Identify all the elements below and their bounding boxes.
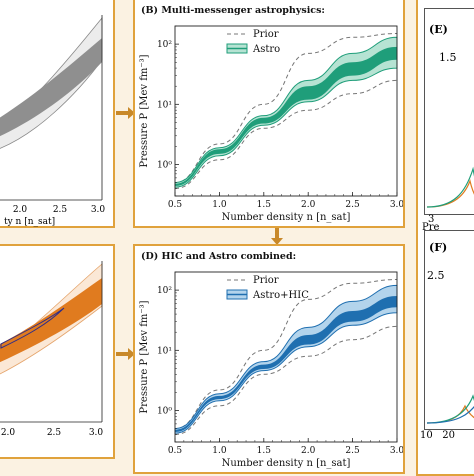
astro-outer-band: [174, 36, 398, 188]
panel-a-posterior-band: [0, 38, 102, 137]
x-axis-label: Number density n [n_sat]: [222, 212, 351, 223]
arrow-c-to-d: [116, 348, 135, 360]
panel-a-xlabel-fragment: ty n [n_sat]: [4, 217, 55, 227]
panel-b-title: (B) Multi-messenger astrophysics:: [141, 5, 325, 16]
panel-f-label: 2.5: [427, 269, 445, 282]
panel-f-curves: [426, 394, 474, 424]
panel-c-xtick-label: 2.5: [47, 428, 62, 438]
y-tick-label: 10¹: [157, 100, 172, 110]
x-tick-label: 2.0: [301, 200, 316, 210]
x-tick-label: 1.5: [257, 200, 272, 210]
panel-e-label: 1.5: [439, 51, 457, 64]
astro-inner-band: [175, 46, 397, 187]
legend-posterior-label: Astro: [252, 44, 280, 55]
panel-f-xtick: 10 20: [420, 430, 455, 441]
y-tick-label: 10⁰: [157, 161, 172, 171]
panel-right-column: (E) 1.5 3 Pre (F) 2.5 10 20: [416, 0, 474, 476]
panel-c-posterior-band: [0, 278, 102, 363]
arrow-a-to-b: [116, 107, 135, 119]
panel-d-title: (D) HIC and Astro combined:: [141, 251, 297, 262]
legend-posterior-label: Astro+HIC: [252, 290, 309, 301]
panel-a: 2.0 2.5 3.0 ty n [n_sat]: [0, 0, 115, 228]
astro-hic-inner-band: [175, 296, 397, 432]
panel-b: (B) Multi-messenger astrophysics: 0.5 1.0…: [133, 0, 405, 228]
panel-a-xtick-label: 2.5: [53, 205, 68, 215]
panel-c-plot: 2.0 2.5 3.0: [0, 261, 104, 438]
astro-hic-outer-band: [174, 284, 398, 434]
panel-c-contour: [0, 307, 65, 349]
y-tick-label: 10¹: [157, 346, 172, 356]
plot-frame: [174, 25, 398, 197]
panel-e: (E) 1.5: [424, 8, 474, 215]
y-tick-label: 10²: [157, 286, 172, 296]
panel-d-chart: 0.5 1.0 1.5 2.0 2.5 3.0 10⁰ 10¹ 10² Number densit…: [139, 271, 403, 469]
x-tick-label: 2.5: [345, 200, 360, 210]
panel-f: (F) 2.5: [424, 230, 474, 430]
x-tick-label: 1.0: [212, 200, 227, 210]
panel-f-title: (F): [429, 241, 448, 254]
x-axis-label: Number density n [n_sat]: [222, 458, 351, 469]
panel-a-xtick-label: 2.0: [13, 205, 28, 215]
y-axis-label: Pressure P [Mev fm⁻³]: [139, 54, 150, 167]
panel-c-xtick-label: 2.0: [1, 428, 16, 438]
x-tick-label: 3.0: [390, 200, 403, 210]
x-tick-label: 1.5: [257, 446, 272, 456]
panel-d: (D) HIC and Astro combined: 0.5 1.0 1.5 2.0…: [133, 244, 405, 474]
panel-e-curves: [426, 166, 474, 208]
panel-a-plot: 2.0 2.5 3.0 ty n [n_sat]: [0, 15, 106, 227]
x-tick-label: 2.5: [345, 446, 360, 456]
x-tick-label: 1.0: [212, 446, 227, 456]
x-tick-label: 0.5: [168, 446, 183, 456]
panel-e-title: (E): [429, 23, 448, 36]
legend-prior-label: Prior: [253, 29, 279, 40]
panel-a-xtick-label: 3.0: [91, 205, 106, 215]
panel-c: 2.0 2.5 3.0: [0, 244, 115, 459]
legend-prior-label: Prior: [253, 275, 279, 286]
x-tick-label: 2.0: [301, 446, 316, 456]
panel-c-xtick-label: 3.0: [89, 428, 104, 438]
prior-upper-dashed-line: [174, 279, 398, 430]
panel-e-xlabel: Pre: [422, 222, 440, 233]
panel-b-chart: 0.5 1.0 1.5 2.0 2.5 3.0 10⁰ 10¹ 10² Number densit…: [139, 25, 403, 223]
plot-frame: [174, 271, 398, 443]
arrow-b-to-d: [271, 226, 283, 245]
prior-upper-dashed-line: [174, 33, 398, 184]
prior-lower-dashed-line: [174, 79, 398, 189]
prior-lower-dashed-line: [174, 325, 398, 435]
y-tick-label: 10⁰: [157, 407, 172, 417]
x-tick-label: 0.5: [168, 200, 183, 210]
x-tick-label: 3.0: [390, 446, 403, 456]
y-tick-label: 10²: [157, 40, 172, 50]
panel-e-xtick: 3: [428, 214, 435, 225]
y-axis-label: Pressure P [Mev fm⁻³]: [139, 300, 150, 413]
